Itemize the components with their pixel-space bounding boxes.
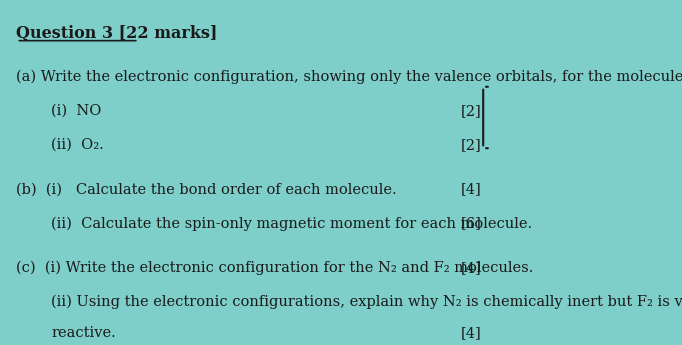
- Text: [2]: [2]: [461, 138, 481, 152]
- Text: (c)  (i) Write the electronic configuration for the N₂ and F₂ molecules.: (c) (i) Write the electronic configurati…: [16, 261, 534, 275]
- Text: (ii) Using the electronic configurations, explain why N₂ is chemically inert but: (ii) Using the electronic configurations…: [51, 295, 682, 309]
- Text: Question 3 [22 marks]: Question 3 [22 marks]: [16, 25, 218, 42]
- Text: (i)  NO: (i) NO: [51, 104, 102, 118]
- Text: [4]: [4]: [461, 261, 481, 275]
- Text: [6]: [6]: [461, 217, 481, 230]
- Text: reactive.: reactive.: [51, 326, 116, 340]
- Text: (a) Write the electronic configuration, showing only the valence orbitals, for t: (a) Write the electronic configuration, …: [16, 70, 682, 84]
- Text: (ii)  O₂.: (ii) O₂.: [51, 138, 104, 152]
- Text: (ii)  Calculate the spin-only magnetic moment for each molecule.: (ii) Calculate the spin-only magnetic mo…: [51, 217, 533, 231]
- Text: [4]: [4]: [461, 183, 481, 196]
- Text: (b)  (i)   Calculate the bond order of each molecule.: (b) (i) Calculate the bond order of each…: [16, 183, 397, 196]
- Text: [4]: [4]: [461, 326, 481, 340]
- Text: [2]: [2]: [461, 104, 481, 118]
